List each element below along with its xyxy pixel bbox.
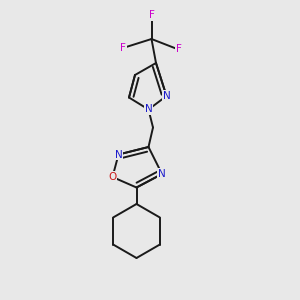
Text: F: F — [176, 44, 182, 55]
Text: F: F — [120, 43, 126, 53]
Text: N: N — [115, 149, 122, 160]
Text: N: N — [145, 104, 152, 115]
Text: N: N — [158, 169, 166, 179]
Text: O: O — [108, 172, 117, 182]
Text: F: F — [148, 10, 154, 20]
Text: N: N — [163, 91, 170, 101]
